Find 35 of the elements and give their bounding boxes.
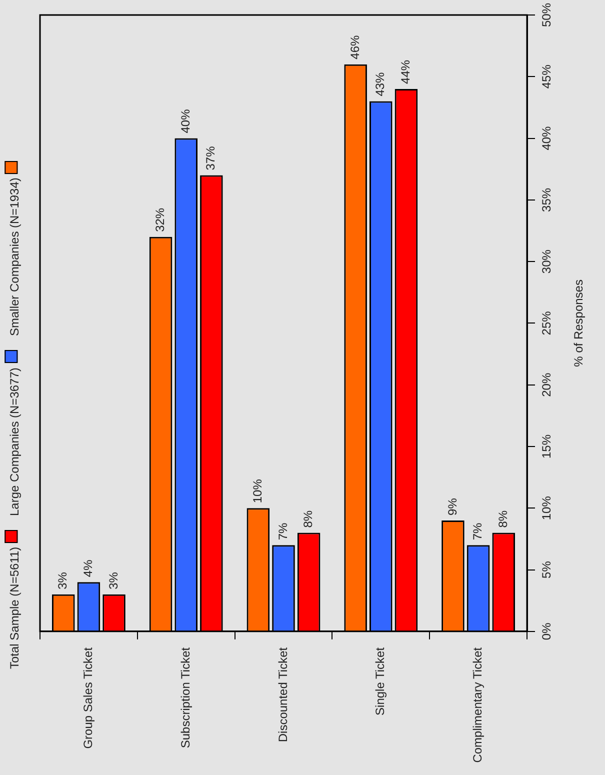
data-label: 40%	[178, 108, 192, 134]
data-label: 10%	[250, 478, 264, 504]
x-tick-label: Single Ticket	[373, 646, 388, 716]
x-tick-label: Subscription Ticket	[178, 646, 192, 748]
y-tick-label: 15%	[539, 434, 554, 459]
y-tick-label: 45%	[539, 64, 554, 89]
y-tick-label: 0%	[539, 622, 554, 640]
y-tick-label: 25%	[539, 310, 554, 336]
y-axis-title: % of Responses	[571, 280, 586, 367]
data-label: 3%	[56, 572, 70, 590]
data-label: 43%	[373, 72, 388, 96]
data-label: 8%	[301, 510, 316, 528]
y-tick-label: 50%	[539, 2, 554, 28]
y-tick-label: 20%	[539, 372, 554, 397]
data-label: 32%	[153, 208, 168, 232]
x-tick-label: Discounted Ticket	[276, 646, 290, 742]
data-label: 37%	[204, 146, 218, 170]
y-tick-label: 30%	[539, 249, 554, 274]
data-label: 8%	[496, 510, 510, 528]
data-label: 3%	[106, 572, 120, 590]
data-label: 44%	[398, 60, 413, 84]
legend-label: Total Sample (N=5611)	[8, 546, 22, 669]
legend-label: Smaller Companies (N=1934)	[8, 178, 22, 336]
data-label: 4%	[81, 559, 96, 578]
data-label: 7%	[470, 522, 485, 540]
legend-label: Large Companies (N=3677)	[8, 367, 22, 516]
y-tick-label: 40%	[539, 126, 554, 150]
y-tick-label: 10%	[539, 496, 554, 520]
x-tick-label: Complimentary Ticket	[470, 646, 485, 763]
y-tick-label: 35%	[539, 188, 554, 212]
data-label: 9%	[445, 498, 460, 516]
data-label: 46%	[348, 34, 362, 60]
data-label: 7%	[276, 522, 290, 540]
x-tick-label: Group Sales Ticket	[81, 646, 96, 749]
y-tick-label: 5%	[539, 560, 554, 578]
